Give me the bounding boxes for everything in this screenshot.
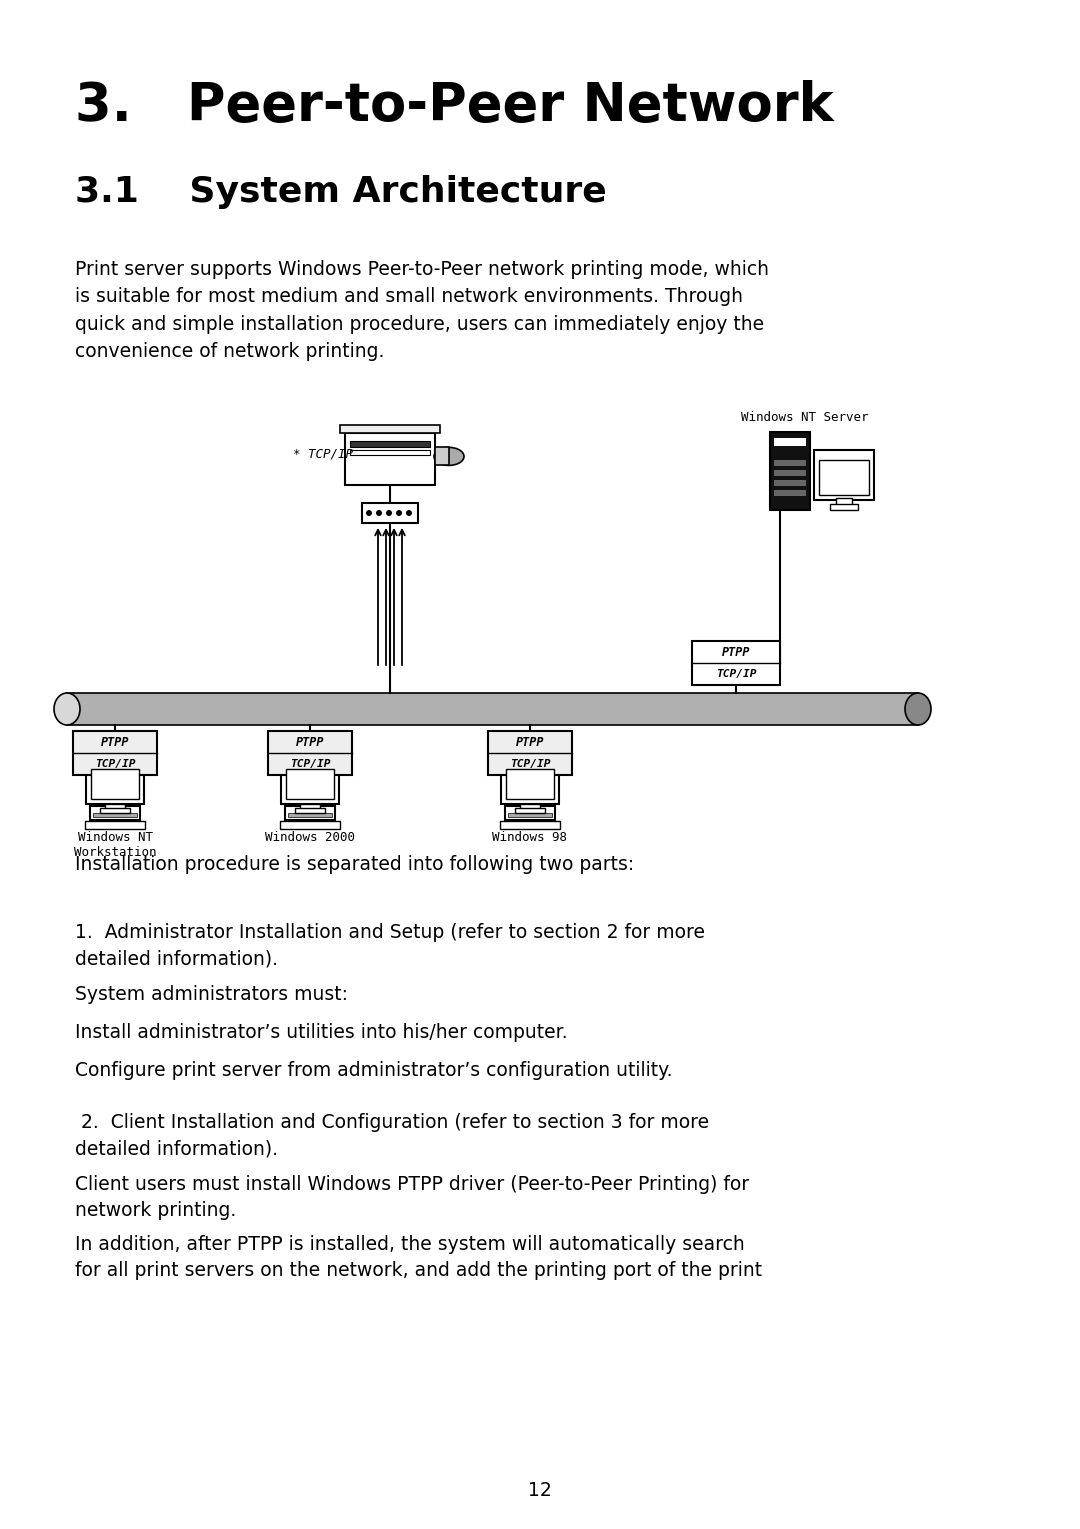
- Text: PTPP: PTPP: [516, 735, 544, 749]
- Text: PTPP: PTPP: [100, 735, 130, 749]
- Text: PTPP: PTPP: [296, 735, 324, 749]
- Text: Windows NT
Workstation: Windows NT Workstation: [73, 830, 157, 859]
- Bar: [280, 821, 340, 829]
- Ellipse shape: [905, 693, 931, 725]
- Bar: [519, 804, 540, 809]
- Text: TCP/IP: TCP/IP: [289, 758, 330, 769]
- Bar: [774, 489, 806, 495]
- Bar: [350, 440, 430, 446]
- Ellipse shape: [386, 511, 392, 515]
- Bar: [501, 761, 559, 804]
- Ellipse shape: [396, 511, 402, 515]
- Text: System administrators must:: System administrators must:: [75, 985, 348, 1005]
- Bar: [831, 505, 858, 511]
- Bar: [350, 450, 430, 456]
- Bar: [288, 813, 332, 816]
- Text: Windows 2000: Windows 2000: [265, 830, 355, 844]
- Text: TCP/IP: TCP/IP: [95, 758, 135, 769]
- Text: TCP/IP: TCP/IP: [510, 758, 550, 769]
- Ellipse shape: [434, 448, 464, 465]
- Bar: [770, 433, 810, 511]
- Bar: [774, 460, 806, 466]
- Bar: [774, 480, 806, 486]
- Bar: [73, 731, 157, 775]
- Ellipse shape: [366, 511, 372, 515]
- Bar: [507, 769, 554, 800]
- Bar: [836, 498, 852, 506]
- Bar: [340, 425, 440, 433]
- Text: In addition, after PTPP is installed, the system will automatically search
for a: In addition, after PTPP is installed, th…: [75, 1235, 762, 1280]
- Text: Client users must install Windows PTPP driver (Peer-to-Peer Printing) for
networ: Client users must install Windows PTPP d…: [75, 1174, 750, 1220]
- Bar: [281, 761, 339, 804]
- Bar: [435, 448, 449, 465]
- Bar: [85, 821, 145, 829]
- Bar: [515, 807, 545, 813]
- Bar: [500, 821, 561, 829]
- Text: Install administrator’s utilities into his/her computer.: Install administrator’s utilities into h…: [75, 1023, 568, 1041]
- Bar: [488, 731, 572, 775]
- Bar: [67, 693, 918, 725]
- Text: 3.   Peer-to-Peer Network: 3. Peer-to-Peer Network: [75, 80, 834, 131]
- Bar: [100, 807, 130, 813]
- Bar: [505, 806, 555, 820]
- Text: * TCP/IP: * TCP/IP: [293, 448, 353, 460]
- Bar: [86, 761, 144, 804]
- Bar: [93, 813, 137, 816]
- Text: 12: 12: [528, 1482, 552, 1500]
- Bar: [300, 804, 320, 809]
- Text: Windows NT Server: Windows NT Server: [741, 411, 868, 424]
- Bar: [692, 641, 780, 685]
- Bar: [814, 450, 874, 500]
- Bar: [286, 769, 334, 800]
- Bar: [345, 433, 435, 485]
- Text: 3.1    System Architecture: 3.1 System Architecture: [75, 174, 607, 209]
- Text: TCP/IP: TCP/IP: [716, 670, 756, 679]
- Text: Windows 98: Windows 98: [492, 830, 567, 844]
- Ellipse shape: [376, 511, 382, 515]
- Text: Configure print server from administrator’s configuration utility.: Configure print server from administrato…: [75, 1061, 673, 1079]
- Bar: [819, 460, 869, 495]
- Bar: [90, 806, 140, 820]
- Bar: [295, 807, 325, 813]
- Bar: [285, 806, 335, 820]
- Bar: [105, 804, 125, 809]
- Text: PTPP: PTPP: [721, 645, 751, 659]
- Bar: [774, 469, 806, 476]
- Text: Installation procedure is separated into following two parts:: Installation procedure is separated into…: [75, 855, 634, 875]
- Text: Print server supports Windows Peer-to-Peer network printing mode, which
is suita: Print server supports Windows Peer-to-Pe…: [75, 260, 769, 361]
- Text: 1.  Administrator Installation and Setup (refer to section 2 for more
detailed i: 1. Administrator Installation and Setup …: [75, 924, 705, 968]
- Text: 2.  Client Installation and Configuration (refer to section 3 for more
detailed : 2. Client Installation and Configuration…: [75, 1113, 710, 1159]
- Bar: [774, 437, 806, 446]
- Ellipse shape: [54, 693, 80, 725]
- Bar: [362, 503, 418, 523]
- Bar: [508, 813, 552, 816]
- Bar: [268, 731, 352, 775]
- Ellipse shape: [406, 511, 411, 515]
- Bar: [91, 769, 139, 800]
